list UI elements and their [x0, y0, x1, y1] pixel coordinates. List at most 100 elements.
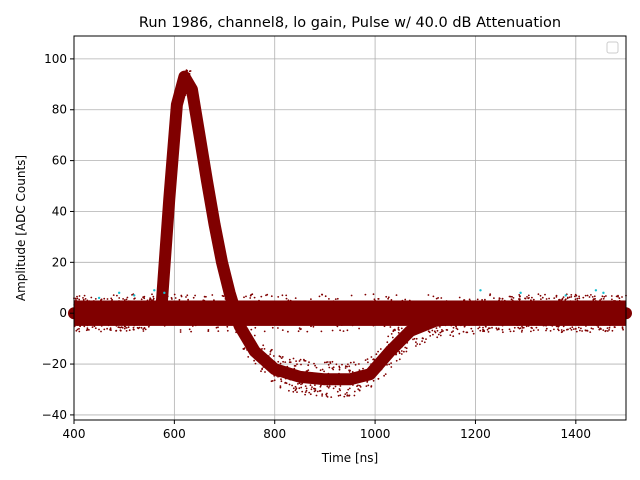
data-point: [220, 247, 223, 250]
data-point: [419, 343, 421, 346]
data-point: [557, 329, 560, 332]
data-point: [526, 315, 529, 317]
data-point: [398, 335, 401, 338]
data-point: [451, 308, 453, 310]
data-point: [603, 322, 606, 325]
data-point: [598, 328, 601, 331]
data-point: [446, 316, 448, 318]
data-point: [153, 309, 155, 312]
data-point: [419, 317, 422, 320]
data-point: [330, 380, 333, 383]
data-point: [395, 359, 398, 362]
data-point: [325, 378, 328, 381]
data-point: [519, 314, 521, 317]
data-point: [282, 360, 284, 363]
data-point: [345, 314, 348, 316]
data-point: [163, 255, 166, 258]
data-point: [455, 302, 458, 305]
data-point: [401, 345, 403, 348]
data-point: [532, 298, 535, 301]
data-point: [404, 346, 407, 349]
data-point: [396, 347, 399, 349]
data-point: [383, 374, 385, 377]
data-point: [232, 303, 235, 306]
data-point: [453, 317, 456, 320]
data-point: [403, 308, 406, 311]
data-point: [207, 329, 210, 331]
data-point: [470, 327, 473, 330]
data-point: [569, 327, 572, 330]
data-point: [397, 331, 400, 334]
data-point: [438, 308, 441, 310]
data-point: [124, 309, 126, 312]
data-point: [346, 329, 349, 332]
data-point: [179, 105, 182, 107]
data-point: [262, 344, 265, 347]
data-point: [76, 297, 79, 300]
data-point: [230, 312, 233, 315]
data-point: [565, 311, 568, 314]
data-point: [380, 368, 383, 371]
data-point: [453, 314, 455, 316]
data-point: [161, 309, 164, 312]
data-point: [577, 322, 580, 325]
data-point: [156, 300, 159, 303]
data-point: [550, 301, 553, 303]
data-point: [326, 382, 329, 385]
data-point: [119, 307, 122, 310]
data-point: [112, 294, 115, 296]
data-point: [451, 313, 453, 315]
data-point: [374, 370, 377, 372]
data-point: [390, 299, 393, 301]
data-point: [287, 330, 289, 333]
data-point: [405, 347, 408, 350]
data-point: [257, 348, 259, 351]
data-point: [386, 341, 389, 344]
data-point: [253, 340, 256, 343]
data-point: [191, 325, 194, 327]
data-point: [249, 345, 251, 347]
data-point: [224, 281, 227, 284]
data-point: [391, 352, 393, 355]
data-point: [612, 306, 615, 309]
data-point: [182, 91, 185, 94]
data-point: [383, 325, 386, 328]
data-point: [481, 303, 484, 305]
data-point: [375, 365, 378, 368]
data-point: [487, 311, 490, 313]
data-point: [308, 391, 311, 394]
data-point: [139, 322, 141, 324]
data-point: [290, 318, 293, 321]
data-point: [285, 297, 288, 300]
data-point: [410, 317, 412, 320]
data-point: [372, 293, 375, 296]
data-point: [347, 373, 350, 376]
data-point: [591, 315, 594, 317]
data-point: [415, 337, 418, 340]
data-point: [399, 338, 402, 341]
data-point: [83, 294, 86, 297]
data-point: [468, 324, 470, 326]
data-point: [370, 356, 373, 358]
data-point: [96, 321, 99, 324]
data-point: [598, 306, 601, 309]
data-point: [521, 327, 524, 329]
data-point: [221, 261, 224, 264]
data-point: [398, 352, 401, 355]
data-point: [529, 317, 532, 320]
data-point: [139, 304, 142, 306]
data-point: [492, 320, 495, 323]
data-point: [359, 386, 362, 388]
data-point: [238, 320, 241, 323]
data-point: [181, 102, 183, 104]
data-point: [438, 310, 441, 313]
legend-box[interactable]: [606, 41, 619, 54]
data-point: [559, 323, 562, 326]
data-point: [163, 266, 166, 269]
data-point: [448, 315, 451, 318]
data-point: [200, 301, 203, 303]
data-point: [498, 299, 500, 302]
data-point: [578, 316, 581, 319]
data-point: [561, 297, 564, 300]
data-point: [202, 166, 205, 169]
